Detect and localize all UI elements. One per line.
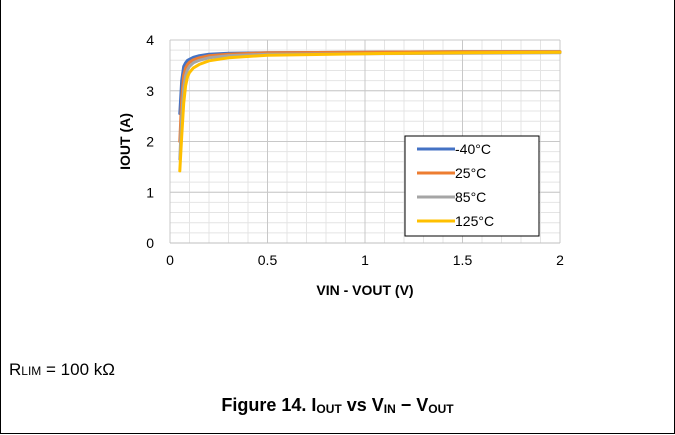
series-line (178, 50, 562, 173)
y-tick-label: 3 (146, 83, 154, 99)
x-tick-label: 2 (556, 252, 564, 268)
legend-label: 25°C (455, 165, 486, 181)
condition-label: RLIM = 100 kΩ (9, 360, 115, 379)
figure-caption: Figure 14. IOUT vs VIN − VOUT (221, 395, 454, 416)
legend-label: 85°C (455, 189, 486, 205)
legend-label: -40°C (455, 141, 491, 157)
series-line (178, 50, 562, 143)
chart: 0 0.5 1 1.5 2 0 1 2 3 4 VIN - VOUT (V) IOUT (A) -40°… (117, 32, 564, 298)
legend-label: 125°C (455, 213, 494, 229)
y-tick-label: 4 (146, 32, 154, 48)
y-tick-label: 2 (146, 134, 154, 150)
y-axis-title: IOUT (A) (117, 113, 133, 170)
x-tick-label: 1 (361, 252, 369, 268)
series-line (178, 50, 562, 116)
x-tick-label: 1.5 (453, 252, 473, 268)
x-tick-label: 0 (166, 252, 174, 268)
x-tick-label: 0.5 (258, 252, 278, 268)
y-tick-label: 0 (146, 235, 154, 251)
x-axis-title: VIN - VOUT (V) (316, 282, 413, 298)
y-tick-label: 1 (146, 184, 154, 200)
legend-box (404, 135, 540, 237)
